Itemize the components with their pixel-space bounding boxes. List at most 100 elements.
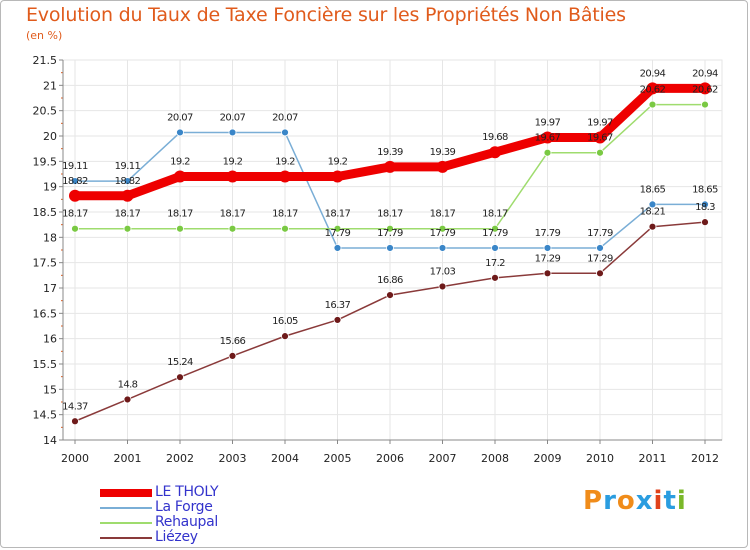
logo-letter: P [583, 486, 604, 516]
data-point [71, 224, 79, 233]
data-point [436, 160, 449, 173]
data-label: 19.2 [170, 157, 190, 168]
x-tick-label: 2005 [324, 452, 352, 465]
y-tick-label: 21 [43, 79, 57, 92]
data-point [541, 131, 554, 144]
line-chart: 14 14.5 15 15.5 16 16.5 17 17.5 18 18.5 19 19.5 20 20… [33, 54, 723, 465]
data-label: 18.17 [167, 209, 193, 220]
x-tick-label: 2004 [271, 452, 299, 465]
data-label: 19.97 [535, 118, 561, 129]
data-point [228, 224, 237, 233]
logo-letter: x [635, 486, 654, 516]
data-label: 17.79 [587, 228, 613, 239]
chart-title: Evolution du Taux de Taxe Foncière sur l… [26, 4, 626, 26]
data-label: 17.03 [430, 266, 456, 277]
data-point [281, 128, 289, 137]
data-point [596, 148, 604, 157]
data-point [648, 100, 657, 109]
data-label: 17.79 [482, 228, 508, 239]
data-label: 15.66 [220, 336, 246, 347]
x-tick-label: 2011 [639, 452, 667, 465]
data-label: 20.07 [167, 112, 193, 123]
data-label: 20.94 [692, 68, 718, 79]
data-point [543, 148, 552, 157]
legend-swatch [100, 489, 152, 497]
data-point [226, 170, 239, 183]
data-label: 14.37 [62, 401, 88, 412]
y-tick-label: 15.5 [33, 358, 58, 371]
logo-letter: i [653, 486, 664, 516]
data-label: 19.2 [328, 157, 348, 168]
y-tick-label: 16.5 [33, 307, 58, 320]
data-label: 19.11 [115, 161, 141, 172]
x-tick-label: 2006 [376, 452, 404, 465]
data-point [491, 224, 499, 233]
data-point [121, 189, 134, 202]
y-tick-label: 17 [43, 282, 57, 295]
data-point [594, 131, 606, 144]
data-point [699, 82, 711, 95]
data-point [71, 177, 79, 185]
legend-label: Liézey [155, 529, 198, 545]
x-tick-label: 2009 [534, 452, 562, 465]
data-point [701, 100, 709, 109]
data-label: 18.17 [325, 209, 351, 220]
data-point [596, 244, 604, 252]
data-label: 19.2 [275, 157, 295, 168]
x-tick-label: 2003 [219, 452, 247, 465]
data-point [386, 224, 394, 233]
data-label: 14.8 [118, 379, 138, 390]
data-label: 19.67 [535, 133, 561, 144]
data-point [174, 170, 186, 183]
data-point [333, 224, 342, 233]
data-label: 18.17 [482, 209, 508, 220]
data-label: 19.39 [430, 147, 456, 158]
data-point [123, 224, 132, 233]
data-labels: 19.11 19.11 20.07 20.07 20.07 17.79 17.79 17.79… [62, 68, 718, 412]
data-label: 18.65 [640, 184, 666, 195]
data-label: 20.07 [220, 112, 246, 123]
data-label: 19.97 [587, 118, 613, 129]
data-point [386, 244, 394, 252]
data-point [176, 224, 184, 233]
data-point [648, 200, 657, 209]
data-point [701, 218, 709, 227]
logo-letter: i [676, 486, 687, 516]
x-tick-label: 2007 [429, 452, 457, 465]
data-label: 17.2 [485, 258, 505, 269]
axes: 14 14.5 15 15.5 16 16.5 17 17.5 18 18.5 19 19.5 20 20… [33, 54, 722, 465]
data-point [176, 128, 184, 137]
data-point [123, 395, 132, 404]
data-point [228, 351, 237, 360]
data-point [69, 189, 81, 202]
legend-label: LE THOLY [155, 484, 219, 500]
data-point [176, 373, 184, 382]
y-tick-label: 19 [43, 181, 57, 194]
data-point [123, 177, 132, 185]
legend-label: La Forge [155, 499, 213, 515]
data-point [384, 160, 396, 173]
data-label: 18.17 [377, 209, 403, 220]
data-label: 19.67 [587, 133, 613, 144]
data-point [596, 269, 604, 278]
y-tick-label: 17.5 [33, 257, 58, 270]
data-label: 18.17 [220, 209, 246, 220]
data-label: 18.17 [62, 209, 88, 220]
y-tick-label: 14.5 [33, 409, 58, 422]
legend-item: La Forge [100, 499, 300, 516]
x-tick-label: 2001 [114, 452, 142, 465]
data-point [543, 269, 552, 278]
data-label: 17.79 [535, 228, 561, 239]
data-point [281, 332, 289, 341]
data-point [701, 200, 709, 209]
legend-swatch [100, 507, 152, 509]
y-tick-label: 18.5 [33, 206, 58, 219]
data-label: 19.11 [62, 161, 88, 172]
data-point [71, 417, 79, 426]
data-label: 15.24 [167, 357, 193, 368]
x-tick-label: 2000 [61, 452, 89, 465]
data-label: 18.65 [692, 184, 718, 195]
logo-letter: r [603, 486, 617, 516]
data-point [333, 316, 342, 324]
data-label: 20.62 [692, 85, 718, 96]
